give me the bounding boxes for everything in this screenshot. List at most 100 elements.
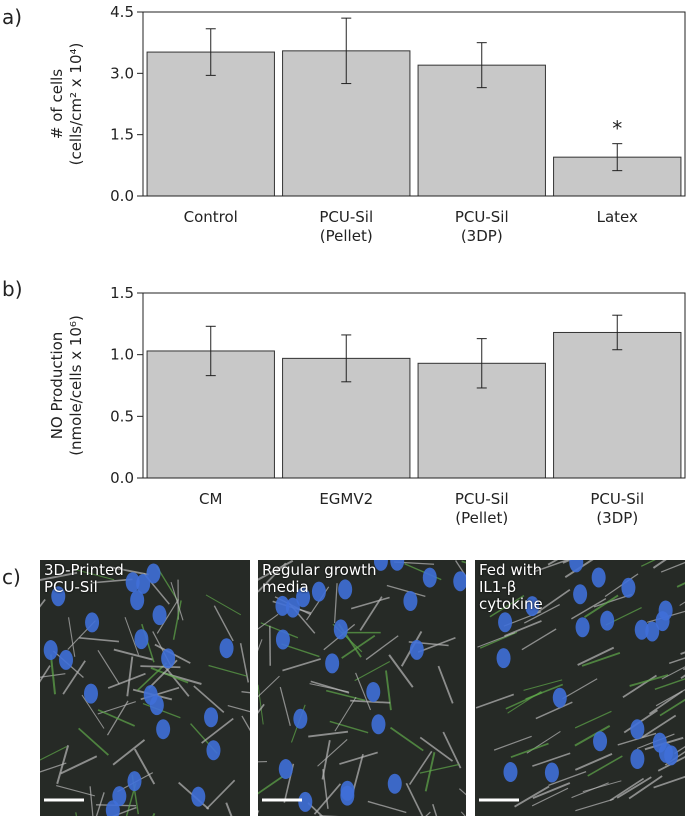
x-tick-label: EGMV2 — [319, 490, 373, 508]
image-caption: 3D-Printed PCU-Sil — [44, 561, 124, 596]
nucleus — [338, 579, 353, 600]
fiber — [79, 637, 120, 643]
nucleus — [373, 560, 388, 571]
fiber — [649, 690, 683, 715]
nucleus — [143, 684, 158, 705]
fiber — [616, 776, 652, 799]
nucleus — [387, 773, 402, 794]
nucleus — [498, 612, 513, 633]
fiber — [571, 782, 609, 799]
fiber — [417, 636, 456, 653]
fiber — [455, 560, 466, 578]
fiber — [604, 573, 639, 597]
y-tick-label: 0.5 — [110, 407, 134, 425]
fiber — [339, 751, 378, 765]
x-tick-label: Latex — [597, 208, 638, 226]
nucleus — [278, 759, 293, 780]
fiber — [571, 597, 607, 620]
nucleus — [630, 748, 645, 769]
nucleus — [525, 596, 540, 617]
fiber — [258, 675, 280, 698]
fiber — [562, 560, 573, 564]
y-tick-label: 1.5 — [110, 284, 134, 302]
nucleus — [296, 587, 311, 608]
fiber — [617, 732, 657, 746]
fiber — [307, 802, 324, 816]
nucleus — [130, 590, 145, 611]
fiber — [140, 665, 181, 669]
fiber — [150, 667, 189, 684]
nucleus — [664, 745, 679, 766]
nucleus — [156, 719, 171, 740]
image-caption: Regular growth media — [262, 561, 377, 596]
nucleus — [43, 640, 58, 661]
fiber — [208, 664, 248, 677]
fiber — [126, 656, 134, 697]
nucleus — [593, 731, 608, 752]
fiber — [674, 745, 685, 755]
fiber — [334, 696, 357, 732]
fiber — [532, 752, 571, 767]
fiber — [386, 584, 426, 598]
bar — [553, 331, 682, 479]
nucleus — [161, 648, 176, 669]
fiber — [653, 775, 685, 789]
charts: a) b) 0.0 1.5 3.0 4.5 # of cells(cells/cm² x… — [2, 3, 686, 527]
fiber — [574, 725, 611, 747]
nucleus — [496, 648, 511, 669]
fiber — [313, 783, 342, 815]
micrograph: Fed with IL1-β cytokine — [475, 560, 685, 816]
fiber — [655, 688, 685, 707]
fiber — [514, 785, 550, 808]
fiber — [95, 792, 105, 816]
fiber — [258, 562, 287, 593]
panel-label: c) — [2, 565, 21, 589]
nucleus — [634, 619, 649, 640]
y-tick-label: 1.0 — [110, 346, 134, 364]
y-tick-label: 4.5 — [110, 3, 134, 21]
fiber — [258, 684, 264, 725]
fiber — [112, 739, 146, 766]
fiber — [309, 683, 349, 693]
fiber — [56, 745, 70, 785]
fiber — [260, 622, 299, 639]
fiber — [282, 658, 321, 672]
fiber — [109, 566, 149, 576]
nucleus — [503, 762, 518, 783]
nucleus — [371, 714, 386, 735]
micrograph: Regular growth media — [258, 560, 466, 816]
fiber — [81, 694, 105, 729]
nucleus — [569, 560, 584, 573]
plot-frame — [142, 292, 686, 479]
fiber — [535, 701, 573, 720]
nucleus — [85, 612, 100, 633]
fiber — [587, 755, 623, 777]
fiber — [49, 654, 57, 695]
fiber — [458, 788, 466, 796]
fiber — [201, 717, 234, 744]
nucleus — [333, 619, 348, 640]
fiber — [405, 782, 424, 816]
y-axis-title: # of cells(cells/cm² x 10⁴) — [48, 43, 85, 166]
nucleus — [453, 571, 466, 592]
nucleus — [275, 595, 290, 616]
fiber — [389, 726, 424, 752]
fiber — [365, 635, 399, 661]
fiber — [193, 685, 225, 714]
nucleus — [403, 591, 418, 612]
x-tick-label: PCU-Sil (3DP) — [455, 208, 509, 245]
fiber — [329, 720, 369, 734]
fiber — [75, 569, 115, 581]
nucleus — [409, 639, 424, 660]
annotation: * — [612, 117, 622, 141]
fiber — [258, 775, 284, 795]
fiber — [241, 691, 250, 694]
fiber — [258, 560, 294, 581]
fiber — [60, 755, 98, 775]
fiber — [92, 578, 133, 584]
fiber — [367, 800, 407, 814]
fiber — [385, 670, 392, 711]
nucleus — [390, 560, 405, 571]
fiber — [107, 672, 146, 689]
